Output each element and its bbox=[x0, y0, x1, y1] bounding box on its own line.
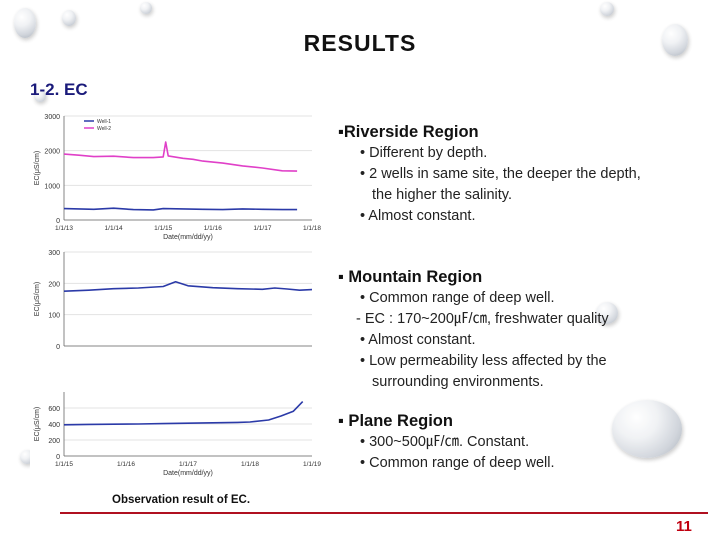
y-tick-label: 0 bbox=[56, 454, 60, 461]
riverside-region-title: ▪Riverside Region bbox=[338, 123, 479, 141]
y-tick-label: 400 bbox=[48, 422, 60, 429]
water-drop-decoration bbox=[596, 302, 618, 324]
series-line bbox=[63, 207, 298, 211]
mountain-bullet-continuation: surrounding environments. bbox=[372, 374, 544, 390]
footer-divider bbox=[60, 512, 708, 514]
water-drop-decoration bbox=[14, 8, 36, 38]
riverside-bullet-continuation: the higher the salinity. bbox=[372, 187, 512, 203]
mountain-ec-chart: 0 100 200 300 EC(μS/cm) bbox=[30, 246, 322, 356]
x-tick-label: 1/1/18 bbox=[303, 225, 321, 232]
y-tick-label: 0 bbox=[56, 344, 60, 351]
mountain-bullet: • Almost constant. bbox=[360, 332, 476, 348]
series-line bbox=[63, 280, 313, 292]
page-number: 11 bbox=[676, 518, 692, 535]
water-drop-decoration bbox=[612, 400, 682, 458]
water-drop-decoration bbox=[140, 2, 152, 14]
x-tick-label: 1/1/16 bbox=[204, 225, 222, 232]
y-tick-label: 1000 bbox=[44, 183, 60, 190]
riverside-ec-chart: 0 1000 2000 3000 EC(μS/cm) 1/1/13 1/1/14 1/1/15… bbox=[30, 108, 322, 244]
riverside-bullet: • 2 wells in same site, the deeper the d… bbox=[360, 166, 641, 182]
plane-ec-chart: 0 200 400 600 EC(μS/cm) 1/1/15 1/1/16 1/1/17 1/1… bbox=[30, 388, 322, 482]
water-drop-decoration bbox=[600, 2, 614, 16]
y-axis-label: EC(μS/cm) bbox=[34, 407, 41, 441]
y-tick-label: 600 bbox=[48, 406, 60, 413]
y-tick-label: 300 bbox=[48, 250, 60, 257]
x-tick-label: 1/1/13 bbox=[55, 225, 73, 232]
y-tick-label: 0 bbox=[56, 218, 60, 225]
section-heading: 1-2. EC bbox=[30, 80, 88, 99]
y-tick-label: 3000 bbox=[44, 114, 60, 121]
water-drop-decoration bbox=[662, 24, 688, 56]
y-axis-label: EC(μS/cm) bbox=[34, 151, 41, 185]
mountain-bullet: • Common range of deep well. bbox=[360, 290, 555, 306]
riverside-bullet: • Almost constant. bbox=[360, 208, 476, 224]
x-tick-label: 1/1/17 bbox=[253, 225, 271, 232]
plane-bullet: • Common range of deep well. bbox=[360, 455, 555, 471]
y-tick-label: 2000 bbox=[44, 149, 60, 156]
x-axis-label: Date(mm/dd/yy) bbox=[163, 234, 213, 241]
x-tick-label: 1/1/18 bbox=[241, 461, 259, 468]
x-tick-label: 1/1/17 bbox=[179, 461, 197, 468]
x-tick-label: 1/1/15 bbox=[55, 461, 73, 468]
riverside-bullet: • Different by depth. bbox=[360, 145, 488, 161]
legend-label: Well-1 bbox=[97, 119, 111, 125]
mountain-bullet: • Low permeability less affected by the bbox=[360, 353, 607, 369]
series-line bbox=[63, 141, 298, 172]
water-drop-decoration bbox=[62, 10, 76, 26]
figure-caption: Observation result of EC. bbox=[112, 494, 251, 506]
series-line bbox=[63, 401, 304, 426]
plane-chart-svg: 0 200 400 600 EC(μS/cm) 1/1/15 1/1/16 1/1/17 1/1… bbox=[34, 392, 321, 477]
y-axis-label: EC(μS/cm) bbox=[34, 282, 41, 316]
mountain-chart-svg: 0 100 200 300 EC(μS/cm) bbox=[34, 250, 313, 351]
riverside-chart-svg: 0 1000 2000 3000 EC(μS/cm) 1/1/13 1/1/14 1/1/15… bbox=[34, 114, 321, 241]
x-tick-label: 1/1/15 bbox=[154, 225, 172, 232]
mountain-region-title: ▪ Mountain Region bbox=[338, 268, 483, 286]
plane-region-title: ▪ Plane Region bbox=[338, 412, 453, 430]
plane-bullet: • 300~500㎌/㎝. Constant. bbox=[360, 434, 530, 450]
riverside-region-text: ▪Riverside Region • Different by depth. … bbox=[338, 122, 641, 227]
slide-title: RESULTS bbox=[303, 30, 417, 56]
y-tick-label: 100 bbox=[48, 313, 60, 320]
x-axis-label: Date(mm/dd/yy) bbox=[163, 470, 213, 477]
y-tick-label: 200 bbox=[48, 281, 60, 288]
x-tick-label: 1/1/19 bbox=[303, 461, 321, 468]
legend-label: Well-2 bbox=[97, 126, 111, 132]
x-tick-label: 1/1/14 bbox=[105, 225, 123, 232]
plane-region-text: ▪ Plane Region • 300~500㎌/㎝. Constant. •… bbox=[338, 411, 554, 474]
x-tick-label: 1/1/16 bbox=[117, 461, 135, 468]
mountain-region-text: ▪ Mountain Region • Common range of deep… bbox=[338, 267, 609, 393]
y-tick-label: 200 bbox=[48, 438, 60, 445]
mountain-sub-bullet: - EC : 170~200㎌/㎝, freshwater quality bbox=[356, 311, 609, 327]
water-drop-decoration bbox=[34, 90, 46, 102]
